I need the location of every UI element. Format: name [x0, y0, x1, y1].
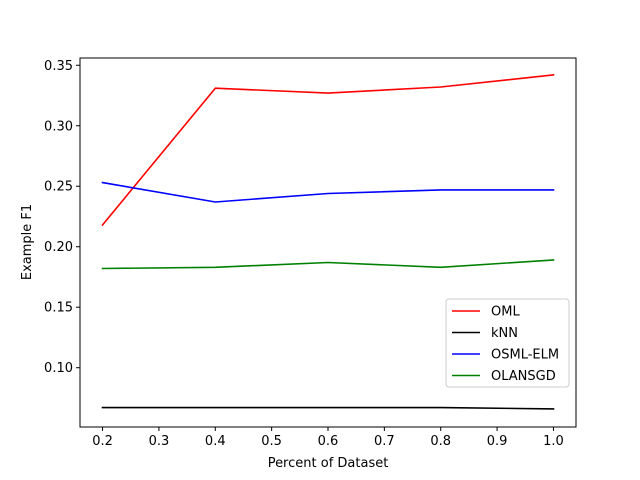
- series-line-olansgd: [101, 259, 555, 270]
- series-line-oml: [101, 74, 555, 227]
- x-tick-label: 0.7: [374, 434, 395, 449]
- legend: OML kNN OSML-ELM OLANSGD: [445, 298, 570, 388]
- legend-label: OML: [491, 305, 520, 320]
- y-tick-label: 0.30: [44, 119, 73, 134]
- y-tick-label: 0.25: [44, 180, 73, 195]
- x-axis-ticks: 0.2 0.3 0.4 0.5 0.6 0.7 0.8 0.9 1.0: [92, 427, 564, 449]
- legend-label: kNN: [491, 326, 518, 341]
- series-line-knn: [101, 406, 555, 410]
- plot-lines: [101, 74, 555, 410]
- x-tick-label: 0.4: [205, 434, 226, 449]
- legend-box: [445, 298, 570, 388]
- x-tick-label: 0.6: [318, 434, 339, 449]
- y-axis-ticks: 0.10 0.15 0.20 0.25 0.30 0.35: [44, 59, 80, 376]
- x-tick-label: 0.9: [487, 434, 508, 449]
- y-axis-label: Example F1: [20, 204, 35, 280]
- x-tick-label: 0.3: [149, 434, 170, 449]
- y-tick-label: 0.10: [44, 361, 73, 376]
- x-tick-label: 0.2: [92, 434, 113, 449]
- legend-label: OLANSGD: [491, 369, 556, 384]
- x-axis-label: Percent of Dataset: [268, 456, 389, 471]
- x-tick-label: 0.5: [261, 434, 282, 449]
- x-tick-label: 1.0: [543, 434, 564, 449]
- legend-label: OSML-ELM: [491, 348, 559, 363]
- y-tick-label: 0.20: [44, 240, 73, 255]
- y-tick-label: 0.15: [44, 301, 73, 316]
- x-tick-label: 0.8: [430, 434, 451, 449]
- series-line-osml-elm: [101, 181, 555, 203]
- y-tick-label: 0.35: [44, 59, 73, 74]
